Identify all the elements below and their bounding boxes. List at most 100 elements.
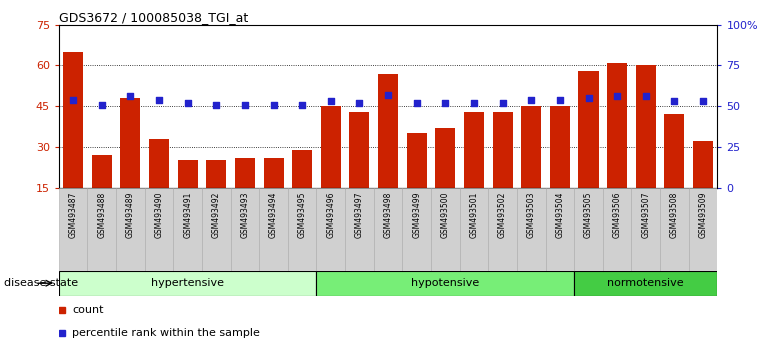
Bar	[230, 188, 260, 271]
Bar	[492, 112, 513, 188]
Bar	[345, 188, 374, 271]
Text: percentile rank within the sample: percentile rank within the sample	[72, 328, 260, 338]
Bar	[317, 188, 345, 271]
Text: GSM493506: GSM493506	[612, 192, 622, 238]
Bar	[263, 158, 284, 188]
Point	[411, 100, 423, 106]
Bar	[550, 106, 570, 188]
Bar	[603, 188, 631, 271]
Bar	[435, 128, 456, 188]
Text: GSM493499: GSM493499	[412, 192, 421, 238]
Bar	[488, 188, 517, 271]
Bar	[292, 150, 312, 188]
Bar	[317, 271, 574, 296]
Text: GSM493491: GSM493491	[183, 192, 192, 238]
Text: GSM493489: GSM493489	[126, 192, 135, 238]
Text: disease state: disease state	[4, 278, 78, 288]
Point	[210, 102, 223, 107]
Text: GSM493490: GSM493490	[154, 192, 164, 238]
Text: GSM493492: GSM493492	[212, 192, 221, 238]
Point	[67, 97, 79, 103]
Text: GSM493493: GSM493493	[241, 192, 249, 238]
Point	[611, 93, 623, 99]
Bar	[59, 271, 317, 296]
Bar	[407, 133, 426, 188]
Bar	[92, 155, 112, 188]
Bar	[464, 112, 484, 188]
Bar	[431, 188, 459, 271]
Bar	[288, 188, 317, 271]
Bar	[636, 65, 655, 188]
Text: GDS3672 / 100085038_TGI_at: GDS3672 / 100085038_TGI_at	[59, 11, 248, 24]
Point	[124, 93, 136, 99]
Text: GSM493508: GSM493508	[670, 192, 679, 238]
Point	[468, 100, 481, 106]
Point	[583, 95, 595, 101]
Bar	[574, 188, 603, 271]
Point	[439, 100, 452, 106]
Point	[668, 98, 681, 104]
Bar	[631, 188, 660, 271]
Point	[382, 92, 394, 98]
Point	[296, 102, 308, 107]
Bar	[121, 98, 140, 188]
Bar	[149, 139, 169, 188]
Bar	[202, 188, 230, 271]
Text: GSM493504: GSM493504	[555, 192, 564, 238]
Point	[181, 100, 194, 106]
Bar	[59, 188, 88, 271]
Text: hypertensive: hypertensive	[151, 278, 224, 288]
Bar	[350, 112, 369, 188]
Point	[267, 102, 280, 107]
Text: GSM493503: GSM493503	[527, 192, 535, 238]
Bar	[173, 188, 202, 271]
Bar	[546, 188, 574, 271]
Point	[640, 93, 652, 99]
Bar	[378, 74, 398, 188]
Bar	[517, 188, 546, 271]
Text: GSM493507: GSM493507	[641, 192, 650, 238]
Bar	[660, 188, 688, 271]
Text: GSM493501: GSM493501	[470, 192, 478, 238]
Bar	[63, 52, 83, 188]
Bar	[664, 114, 684, 188]
Point	[238, 102, 251, 107]
Bar	[321, 106, 341, 188]
Bar	[693, 142, 713, 188]
Bar	[116, 188, 145, 271]
Bar	[579, 71, 598, 188]
Bar	[374, 188, 402, 271]
Point	[353, 100, 365, 106]
Text: GSM493495: GSM493495	[298, 192, 307, 238]
Bar	[607, 63, 627, 188]
Point	[697, 98, 710, 104]
Bar	[459, 188, 488, 271]
Bar	[688, 188, 717, 271]
Bar	[402, 188, 431, 271]
Text: GSM493500: GSM493500	[441, 192, 450, 238]
Text: GSM493502: GSM493502	[498, 192, 507, 238]
Bar	[260, 188, 288, 271]
Text: hypotensive: hypotensive	[412, 278, 480, 288]
Bar	[178, 160, 198, 188]
Point	[153, 97, 165, 103]
Text: GSM493487: GSM493487	[69, 192, 78, 238]
Text: GSM493497: GSM493497	[355, 192, 364, 238]
Point	[525, 97, 538, 103]
Bar	[574, 271, 717, 296]
Bar	[521, 106, 541, 188]
Point	[325, 98, 337, 104]
Point	[96, 102, 108, 107]
Point	[496, 100, 509, 106]
Text: GSM493494: GSM493494	[269, 192, 278, 238]
Text: GSM493488: GSM493488	[97, 192, 107, 238]
Point	[554, 97, 566, 103]
Text: GSM493505: GSM493505	[584, 192, 593, 238]
Text: GSM493509: GSM493509	[699, 192, 707, 238]
Bar	[235, 158, 255, 188]
Text: count: count	[72, 305, 103, 315]
Bar	[206, 160, 227, 188]
Text: normotensive: normotensive	[608, 278, 684, 288]
Text: GSM493498: GSM493498	[383, 192, 393, 238]
Bar	[88, 188, 116, 271]
